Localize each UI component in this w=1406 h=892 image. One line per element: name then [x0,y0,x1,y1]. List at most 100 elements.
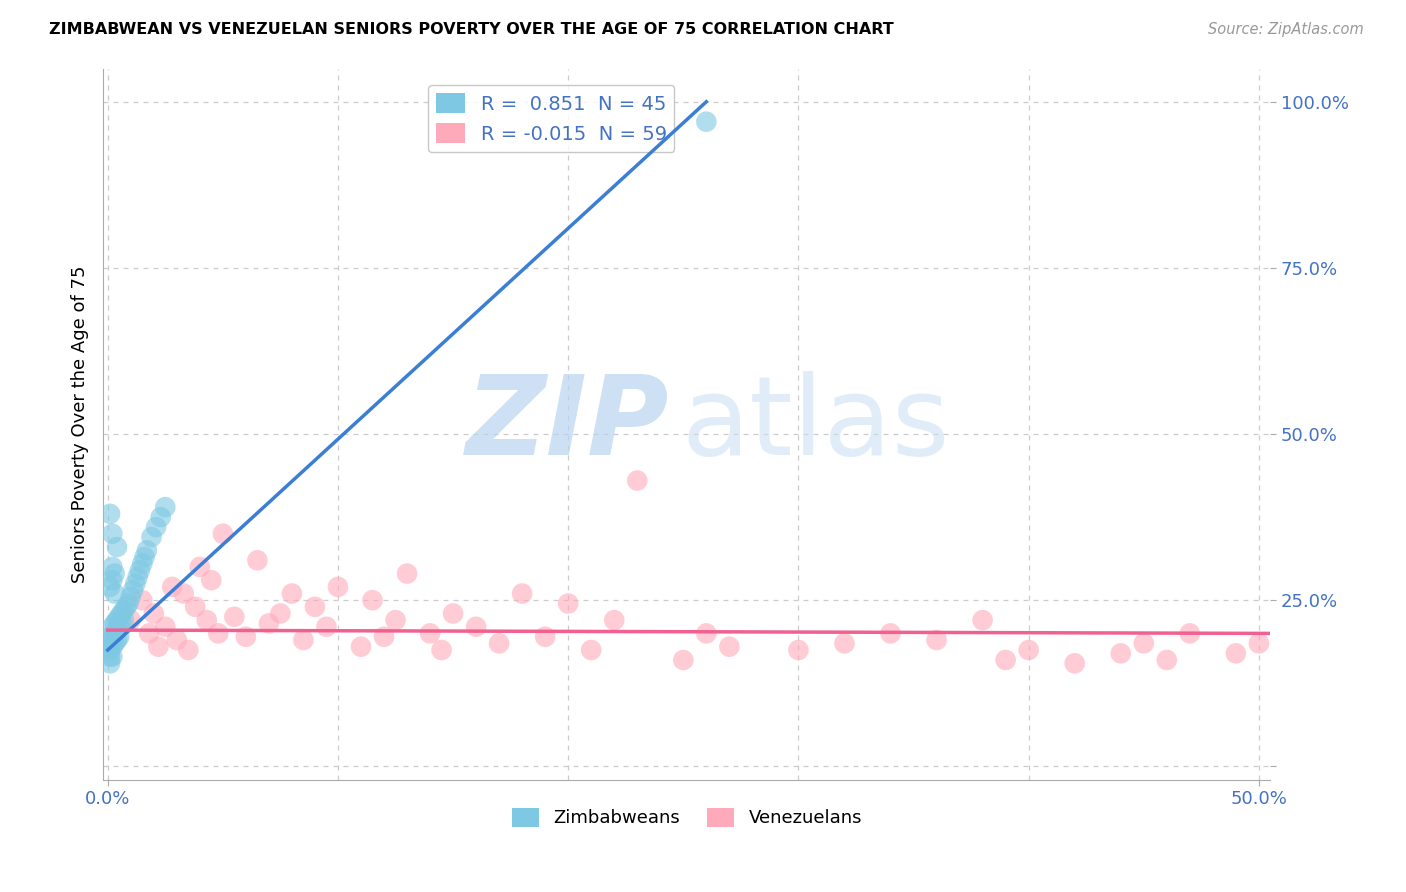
Point [127,570,149,584]
Point [188,560,211,574]
Point [1063,657,1085,671]
Point [98,580,121,594]
Point [120,590,142,604]
Point [603,613,626,627]
Point [184,599,207,614]
Point [207,626,229,640]
Point [304,599,326,614]
Point [110,616,132,631]
Point [104,616,127,631]
Point [115,599,138,614]
Point [117,597,139,611]
Point [350,640,373,654]
Point [1178,626,1201,640]
Point [441,607,464,621]
Point [112,613,135,627]
Point [155,500,177,515]
Point [101,620,124,634]
Point [579,643,602,657]
Point [173,586,195,600]
Point [672,653,695,667]
Point [695,626,717,640]
Point [108,630,131,644]
Point [510,586,533,600]
Point [108,620,131,634]
Point [557,597,579,611]
Legend: Zimbabweans, Venezuelans: Zimbabweans, Venezuelans [505,801,869,835]
Point [104,636,127,650]
Point [177,643,200,657]
Point [155,620,177,634]
Point [98,636,121,650]
Point [200,573,222,587]
Point [166,633,188,648]
Point [269,607,291,621]
Point [326,580,349,594]
Point [281,586,304,600]
Text: atlas: atlas [681,370,949,477]
Text: ZIMBABWEAN VS VENEZUELAN SENIORS POVERTY OVER THE AGE OF 75 CORRELATION CHART: ZIMBABWEAN VS VENEZUELAN SENIORS POVERTY… [49,22,894,37]
Point [135,543,157,558]
Point [257,616,280,631]
Point [149,510,172,524]
Point [1132,636,1154,650]
Text: Source: ZipAtlas.com: Source: ZipAtlas.com [1208,22,1364,37]
Point [972,613,994,627]
Point [131,593,153,607]
Point [98,630,121,644]
Point [101,573,124,587]
Point [145,520,167,534]
Point [104,586,127,600]
Point [105,613,128,627]
Text: ZIP: ZIP [465,370,669,477]
Point [160,580,183,594]
Point [718,640,741,654]
Point [101,526,124,541]
Point [105,540,128,554]
Point [292,633,315,648]
Point [994,653,1017,667]
Point [108,609,131,624]
Point [695,114,717,128]
Point [101,630,124,644]
Point [129,563,152,577]
Point [98,507,121,521]
Point [101,560,124,574]
Point [98,649,121,664]
Point [138,626,160,640]
Point [101,640,124,654]
Point [142,607,165,621]
Point [1018,643,1040,657]
Point [122,583,145,598]
Point [465,620,488,634]
Point [141,530,163,544]
Point [101,649,124,664]
Point [195,613,218,627]
Point [110,607,132,621]
Point [148,640,170,654]
Point [879,626,901,640]
Point [98,643,121,657]
Point [98,657,121,671]
Point [1247,636,1270,650]
Point [373,630,395,644]
Point [834,636,856,650]
Point [384,613,406,627]
Point [361,593,384,607]
Point [235,630,257,644]
Point [131,557,153,571]
Y-axis label: Seniors Poverty Over the Age of 75: Seniors Poverty Over the Age of 75 [72,265,89,582]
Point [124,576,146,591]
Point [104,566,127,581]
Point [246,553,269,567]
Point [104,626,127,640]
Point [112,603,135,617]
Point [925,633,948,648]
Point [224,609,246,624]
Point [430,643,453,657]
Point [1109,646,1132,660]
Point [1225,646,1247,660]
Point [534,630,557,644]
Point [395,566,418,581]
Point [1156,653,1178,667]
